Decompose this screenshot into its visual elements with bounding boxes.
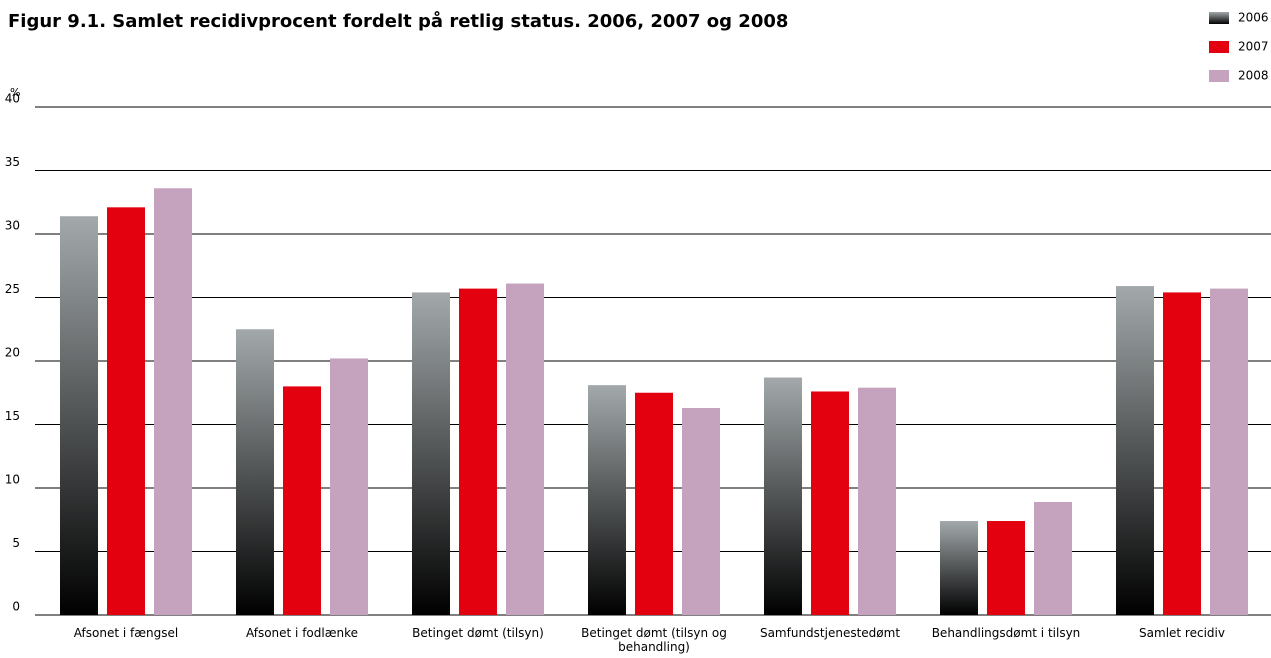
legend-swatch [1209, 12, 1229, 24]
bar [682, 407, 720, 615]
y-tick-label: 15 [5, 409, 20, 423]
y-tick-label: 40 [5, 92, 20, 106]
x-tick-label: Afsonet i fodlænke [245, 626, 359, 640]
x-tick-label: Afsonet i fængsel [73, 626, 179, 640]
x-tick-label: Samlet recidiv [1139, 626, 1225, 640]
bar [1116, 286, 1154, 615]
x-tick-label: Betinget dømt (tilsyn og behandling) [581, 626, 727, 654]
x-tick-label: Samfundstjenestedømt [759, 626, 901, 640]
bar [154, 188, 192, 615]
bar [987, 521, 1025, 615]
bar [107, 207, 145, 615]
chart-title: Figur 9.1. Samlet recidivprocent fordelt… [8, 10, 788, 32]
y-tick-label: 35 [5, 155, 20, 169]
bar [412, 292, 450, 615]
y-tick-label: 0 [12, 600, 20, 614]
bar [940, 521, 978, 615]
y-tick-label: 30 [5, 219, 20, 233]
bar [1034, 501, 1072, 615]
bar [506, 283, 544, 615]
y-tick-label: 5 [12, 536, 20, 550]
legend-label: 2007 [1238, 40, 1269, 54]
y-tick-label: 10 [5, 473, 20, 487]
bar [459, 288, 497, 615]
legend-label: 2008 [1238, 69, 1269, 83]
legend-swatch [1209, 41, 1229, 53]
bar [764, 377, 802, 615]
bar [588, 385, 626, 615]
y-axis-label: % [10, 86, 20, 99]
bar [635, 392, 673, 615]
bar [1163, 292, 1201, 615]
y-tick-label: 25 [5, 282, 20, 296]
legend-swatch [1209, 70, 1229, 82]
x-tick-label: Betinget dømt (tilsyn) [412, 626, 544, 640]
bar [283, 386, 321, 615]
legend-label: 2006 [1238, 11, 1269, 25]
bar [1210, 288, 1248, 615]
bar [811, 391, 849, 615]
y-tick-label: 20 [5, 346, 20, 360]
bar [858, 387, 896, 615]
x-tick-label: Behandlingsdømt i tilsyn [931, 626, 1081, 640]
bar [236, 329, 274, 615]
bar [60, 216, 98, 615]
bar [330, 358, 368, 615]
